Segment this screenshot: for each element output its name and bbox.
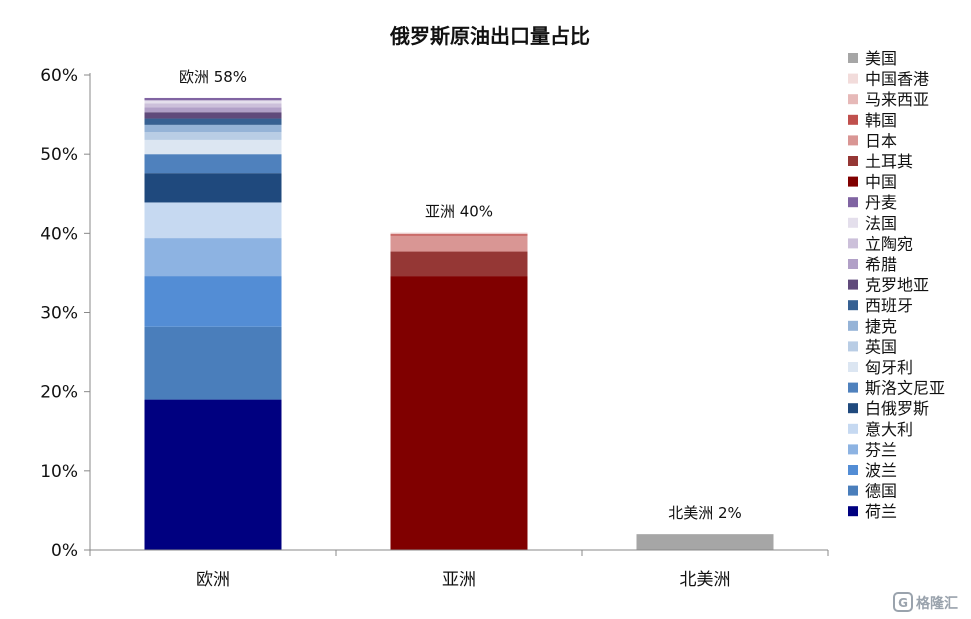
y-tick-label: 20% — [40, 383, 78, 403]
legend-swatch — [848, 320, 858, 331]
legend-swatch — [848, 465, 858, 475]
bar-segment — [390, 232, 528, 234]
y-tick-label: 60% — [40, 66, 78, 86]
chart-title: 俄罗斯原油出口量占比 — [389, 24, 590, 48]
legend-label: 芬兰 — [865, 440, 897, 459]
bar-segment — [390, 234, 528, 236]
bar-segment — [144, 132, 282, 140]
bar-segment — [144, 103, 282, 108]
legend-swatch — [848, 506, 858, 517]
legend-swatch — [848, 217, 858, 228]
legend-swatch — [848, 362, 858, 372]
bar-segment — [144, 100, 282, 104]
legend-swatch — [848, 341, 858, 352]
legend-swatch — [848, 403, 858, 414]
bar-segment — [144, 173, 282, 203]
bar-segment — [144, 97, 282, 101]
glh-logo-icon — [893, 592, 913, 612]
legend-label: 荷兰 — [865, 502, 897, 521]
y-tick-label: 0% — [51, 541, 78, 561]
legend-label: 克罗地亚 — [865, 276, 929, 295]
legend-swatch — [848, 238, 858, 249]
legend-swatch — [848, 73, 858, 84]
legend-label: 白俄罗斯 — [865, 399, 929, 418]
bar-segment — [390, 233, 528, 235]
legend-swatch — [848, 485, 858, 496]
legend-label: 希腊 — [865, 255, 897, 274]
legend-label: 立陶宛 — [865, 234, 913, 253]
legend-label: 捷克 — [865, 317, 897, 336]
bar-segment — [144, 399, 282, 550]
bar-segment — [636, 534, 774, 550]
legend-label: 西班牙 — [865, 296, 913, 315]
bar-segment — [390, 276, 528, 550]
legend-swatch — [848, 114, 858, 125]
total-labels: 欧洲 58% 亚洲 40% 北美洲 2% — [179, 68, 742, 522]
x-category-label: 亚洲 — [442, 570, 476, 590]
legend-label: 德国 — [865, 482, 897, 501]
bar-segment — [144, 202, 282, 239]
legend-label: 中国香港 — [865, 70, 929, 89]
bar-segment — [144, 276, 282, 327]
legend-swatch — [848, 197, 858, 208]
y-tick-label: 30% — [40, 304, 78, 324]
legend-swatch — [848, 382, 858, 393]
legend-label: 波兰 — [865, 461, 897, 480]
bar-segment — [144, 154, 282, 174]
x-category-label: 北美洲 — [680, 570, 731, 590]
legend-label: 英国 — [865, 337, 897, 356]
x-category-label: 欧洲 — [196, 570, 230, 590]
y-tick-label: 10% — [40, 462, 78, 482]
legend-swatch — [848, 156, 858, 166]
legend-label: 中国 — [865, 173, 897, 192]
legend-swatch — [848, 259, 858, 269]
legend-label: 韩国 — [865, 111, 897, 130]
total-data-label: 欧洲 58% — [179, 68, 247, 86]
chart-axes — [89, 73, 829, 556]
legend-label: 匈牙利 — [865, 358, 913, 377]
y-axis-ticks: 0% 10% 20% 30% 40% 50% 60% — [40, 66, 90, 561]
legend-swatch — [848, 53, 858, 63]
watermark-text: 格隆汇 — [916, 595, 958, 612]
bar-segment — [144, 139, 282, 155]
legend-label: 意大利 — [865, 420, 913, 439]
bar-stacks — [144, 97, 774, 550]
y-tick-label: 40% — [40, 224, 78, 244]
total-data-label: 亚洲 40% — [425, 203, 493, 221]
legend-label: 法国 — [865, 214, 897, 233]
category-labels: 欧洲 亚洲 北美洲 — [196, 570, 731, 590]
bar-segment — [144, 107, 282, 113]
total-data-label: 北美洲 2% — [668, 504, 742, 522]
bar-segment — [390, 235, 528, 252]
glh-logo-icon-mark: G — [898, 596, 908, 610]
bar-segment — [390, 251, 528, 277]
legend-swatch — [848, 279, 858, 290]
bar-segment — [144, 112, 282, 119]
legend-swatch — [848, 423, 858, 434]
legend-swatch — [848, 176, 858, 187]
legend-swatch — [848, 300, 858, 311]
bar-segment — [144, 326, 282, 400]
legend-swatch — [848, 444, 858, 455]
bar-segment — [144, 238, 282, 277]
legend-label: 土耳其 — [865, 152, 913, 171]
watermark: G 格隆汇 — [893, 592, 958, 612]
bar-segment — [144, 124, 282, 132]
bar-segment — [144, 118, 282, 125]
legend-label: 马来西亚 — [865, 90, 929, 109]
y-tick-label: 50% — [40, 145, 78, 165]
legend-label: 日本 — [865, 131, 897, 150]
legend-swatch — [848, 94, 858, 105]
legend-swatch — [848, 135, 858, 146]
legend: 美国中国香港马来西亚韩国日本土耳其中国丹麦法国立陶宛希腊克罗地亚西班牙捷克英国匈… — [848, 49, 945, 521]
legend-label: 丹麦 — [865, 193, 897, 212]
legend-label: 美国 — [865, 49, 897, 68]
legend-label: 斯洛文尼亚 — [865, 379, 945, 398]
